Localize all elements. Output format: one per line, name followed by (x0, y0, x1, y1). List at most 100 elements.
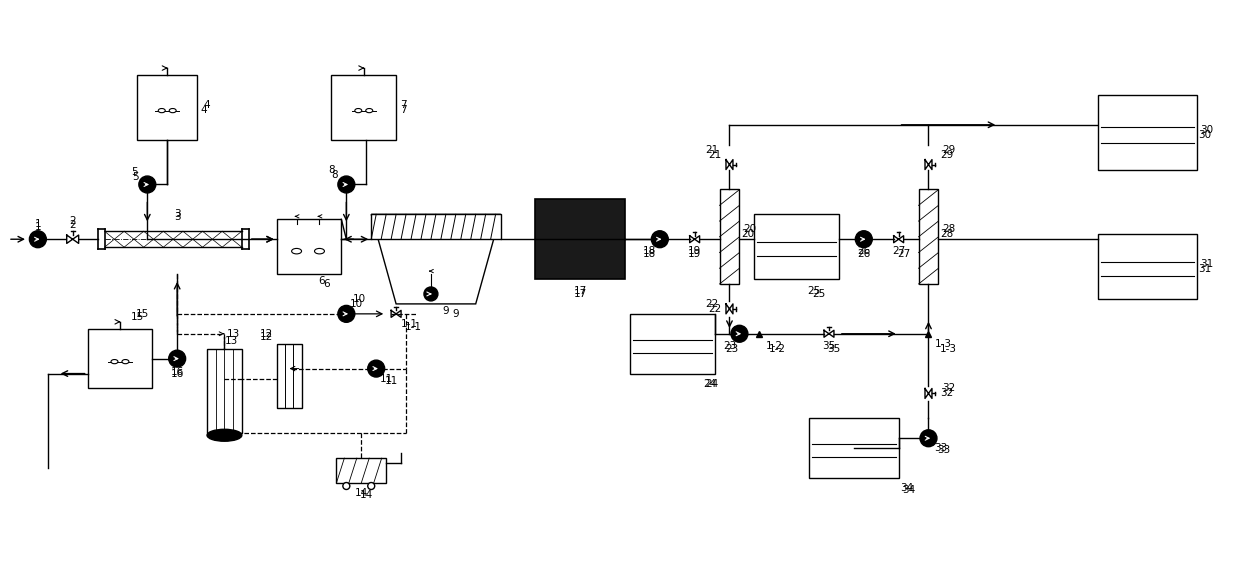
Text: 1: 1 (35, 219, 41, 229)
Ellipse shape (291, 249, 301, 254)
Circle shape (368, 360, 384, 377)
Text: 18: 18 (644, 249, 656, 259)
Text: 11: 11 (384, 376, 398, 386)
Text: 15: 15 (135, 309, 149, 319)
Text: 30: 30 (1199, 130, 1211, 140)
Circle shape (424, 287, 438, 301)
Polygon shape (371, 215, 501, 304)
Text: 21: 21 (708, 150, 722, 160)
Bar (277, 344, 301, 409)
Circle shape (337, 176, 355, 193)
Text: 15: 15 (130, 312, 144, 322)
Text: 1-1: 1-1 (404, 322, 422, 332)
Text: 22: 22 (708, 304, 722, 314)
Ellipse shape (169, 109, 176, 113)
Text: 25: 25 (812, 289, 826, 299)
Text: 32: 32 (941, 384, 955, 394)
Text: 35: 35 (822, 341, 836, 351)
Text: 32: 32 (940, 389, 954, 398)
Bar (754, 215, 839, 279)
Text: 14: 14 (360, 490, 373, 500)
Text: 21: 21 (704, 145, 718, 155)
Text: 24: 24 (704, 378, 718, 389)
Text: 17: 17 (574, 289, 587, 299)
Text: 3: 3 (174, 212, 181, 222)
Ellipse shape (159, 109, 165, 113)
Circle shape (730, 325, 748, 342)
Text: 6: 6 (324, 279, 330, 289)
Text: 23: 23 (725, 344, 738, 354)
Bar (331, 75, 396, 140)
Circle shape (139, 176, 156, 193)
Text: 9: 9 (453, 309, 459, 319)
Ellipse shape (207, 429, 242, 441)
Circle shape (30, 231, 46, 248)
Text: 8: 8 (329, 164, 335, 175)
Text: 7: 7 (399, 100, 407, 110)
Bar (719, 189, 739, 284)
Text: 13: 13 (226, 336, 238, 346)
Text: 4: 4 (201, 105, 207, 115)
Text: 1-3: 1-3 (940, 344, 957, 354)
Text: 9: 9 (443, 306, 449, 316)
Text: 20: 20 (743, 224, 756, 234)
Text: 28: 28 (940, 229, 954, 239)
Text: 8: 8 (331, 170, 337, 180)
Text: 28: 28 (941, 224, 955, 234)
Ellipse shape (366, 109, 373, 113)
Circle shape (856, 231, 872, 248)
Text: 35: 35 (827, 344, 841, 354)
Ellipse shape (112, 360, 118, 364)
Text: 33: 33 (934, 443, 947, 453)
Circle shape (920, 430, 937, 447)
Text: 23: 23 (723, 341, 737, 351)
Text: 5: 5 (131, 167, 138, 176)
Text: 16: 16 (171, 369, 184, 378)
Bar (630, 314, 714, 374)
Bar (1097, 234, 1197, 299)
Text: 13: 13 (227, 329, 241, 339)
Bar (277, 219, 341, 274)
Ellipse shape (122, 360, 129, 364)
Text: 1-2: 1-2 (769, 344, 786, 354)
Text: 31: 31 (1200, 259, 1214, 269)
Text: 33: 33 (936, 445, 950, 455)
Text: 12: 12 (260, 329, 273, 339)
Circle shape (368, 483, 374, 489)
Text: 30: 30 (1200, 125, 1214, 135)
Circle shape (337, 306, 355, 322)
Text: 31: 31 (1199, 264, 1211, 274)
Text: 17: 17 (574, 286, 587, 296)
Text: 1-1: 1-1 (401, 319, 418, 329)
Text: 25: 25 (807, 286, 821, 296)
Text: 16: 16 (171, 366, 184, 377)
Text: 10: 10 (350, 299, 363, 309)
Text: 34: 34 (901, 485, 915, 495)
Text: 29: 29 (940, 150, 954, 160)
Text: 1-3: 1-3 (935, 339, 952, 349)
Ellipse shape (355, 109, 362, 113)
Text: 27: 27 (897, 249, 910, 259)
Text: 14: 14 (355, 488, 368, 498)
Bar (919, 189, 939, 284)
Bar (808, 418, 899, 478)
Text: 7: 7 (399, 105, 407, 115)
Text: 19: 19 (688, 246, 702, 256)
Circle shape (342, 483, 350, 489)
Text: 19: 19 (688, 249, 702, 259)
Bar (336, 458, 386, 483)
Text: 5: 5 (133, 171, 139, 182)
Text: 27: 27 (892, 246, 905, 256)
Text: 2: 2 (69, 216, 76, 226)
Text: 34: 34 (900, 483, 913, 493)
Circle shape (651, 231, 668, 248)
Text: 1-2: 1-2 (766, 341, 782, 351)
Circle shape (169, 350, 186, 367)
Text: 12: 12 (260, 332, 273, 342)
Bar (138, 75, 197, 140)
Text: 11: 11 (379, 373, 393, 384)
Text: 29: 29 (941, 145, 955, 155)
Bar (371, 215, 501, 239)
Bar (88, 329, 153, 389)
Text: 26: 26 (857, 246, 870, 256)
